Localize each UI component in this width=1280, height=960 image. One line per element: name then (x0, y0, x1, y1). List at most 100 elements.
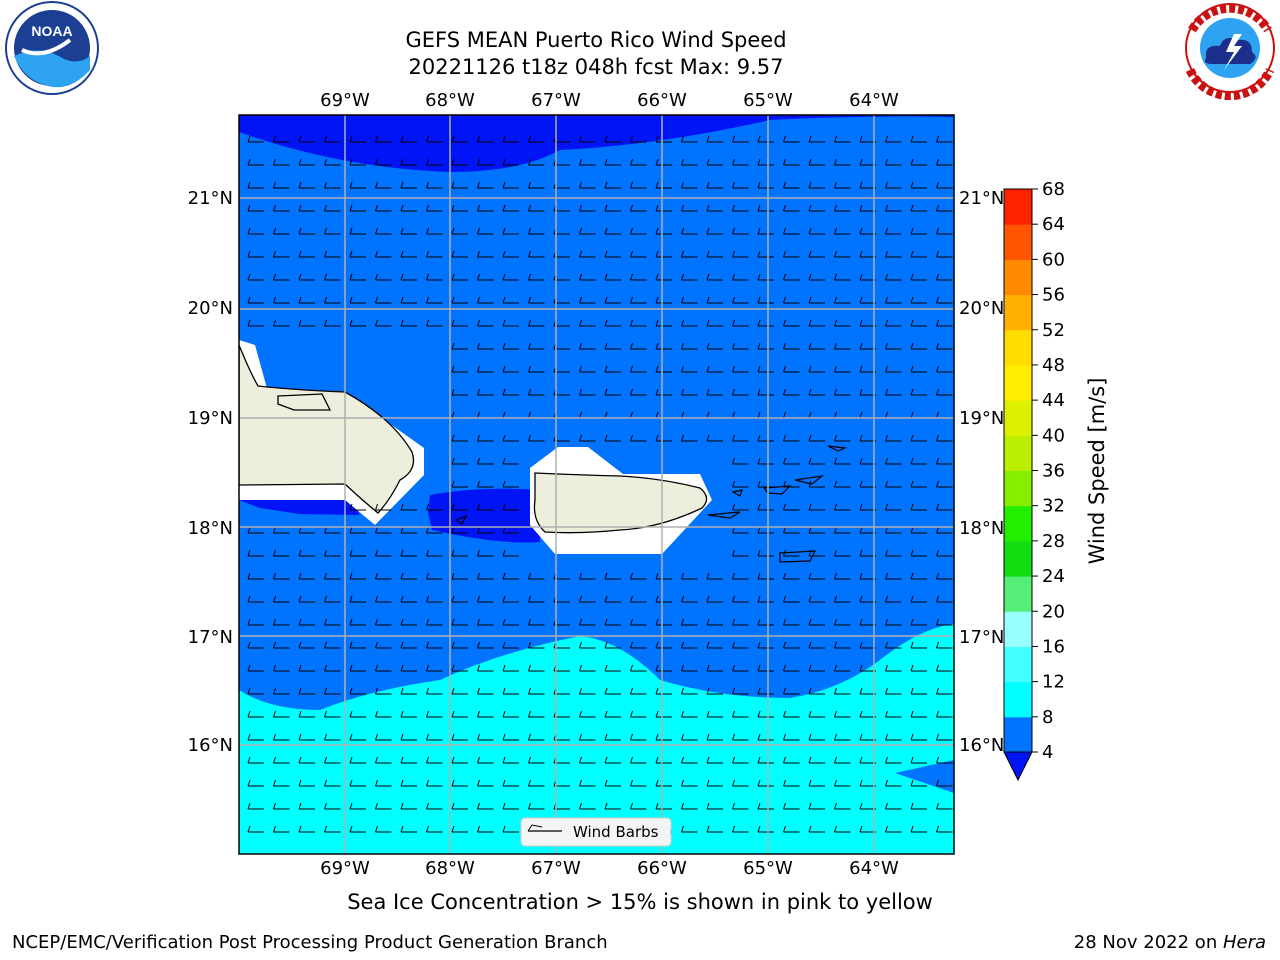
wind-barb (426, 641, 443, 649)
wind-barb (349, 802, 366, 810)
wind-barb (298, 204, 315, 212)
wind-barb (528, 388, 545, 396)
wind-barb (273, 733, 290, 741)
wind-barb (528, 779, 545, 787)
wind-barb (502, 802, 519, 810)
wind-barb (681, 733, 698, 741)
wind-barb (426, 319, 443, 327)
wind-barb (783, 710, 800, 718)
lon-label: 66°W (637, 858, 687, 879)
lat-label: 18°N (959, 518, 1004, 539)
wind-barb (426, 595, 443, 603)
wind-barb (936, 388, 953, 396)
wind-barb (273, 825, 290, 833)
wind-barb (910, 526, 927, 534)
wind-barb (400, 618, 417, 626)
wind-barb (528, 204, 545, 212)
wind-barb (885, 526, 902, 534)
wind-barb (885, 480, 902, 488)
wind-barb (349, 135, 366, 143)
wind-barb (630, 365, 647, 373)
wind-barb (681, 710, 698, 718)
wind-barb (298, 549, 315, 557)
wind-barb (528, 181, 545, 189)
wind-barb (400, 595, 417, 603)
wind-barb (502, 733, 519, 741)
wind-barb (400, 204, 417, 212)
colorbar-bin (1004, 646, 1032, 683)
wind-barb (808, 756, 825, 764)
wind-barb (298, 733, 315, 741)
wind-barb (706, 365, 723, 373)
wind-barb (885, 158, 902, 166)
chart-title: GEFS MEAN Puerto Rico Wind Speed (405, 28, 787, 52)
wind-barb (936, 434, 953, 442)
wind-barb (936, 503, 953, 511)
wind-barb (655, 181, 672, 189)
colorbar-tick-label: 4 (1042, 742, 1053, 763)
wind-barb (655, 342, 672, 350)
wind-barb (400, 503, 417, 511)
wind-barb (375, 319, 392, 327)
wind-barb (273, 756, 290, 764)
wind-barb (783, 618, 800, 626)
wind-barb (706, 227, 723, 235)
wind-barb (910, 457, 927, 465)
wind-barb (681, 227, 698, 235)
wind-barb (477, 434, 494, 442)
wind-barb (808, 802, 825, 810)
wind-barb (247, 641, 264, 649)
wind-barb (604, 618, 621, 626)
wind-barb (732, 204, 749, 212)
colorbar-bins (1004, 189, 1032, 753)
wind-barb (706, 825, 723, 833)
wind-barb (910, 158, 927, 166)
wind-barb (681, 365, 698, 373)
wind-barb (630, 250, 647, 258)
wind-barb (502, 388, 519, 396)
wind-barb (732, 388, 749, 396)
wind-barb (273, 710, 290, 718)
wind-barb (681, 802, 698, 810)
wind-barb (375, 296, 392, 304)
wind-barb (451, 457, 468, 465)
wind-barb (630, 595, 647, 603)
wind-barb (783, 319, 800, 327)
wind-barb (910, 503, 927, 511)
wind-barb (757, 158, 774, 166)
wind-barb (655, 158, 672, 166)
wind-barb (936, 779, 953, 787)
wind-barb (604, 273, 621, 281)
wind-barb (732, 181, 749, 189)
wind-barb (451, 434, 468, 442)
wind-barb (757, 825, 774, 833)
wind-barb (528, 733, 545, 741)
wind-barb (451, 710, 468, 718)
wind-barb (349, 250, 366, 258)
wind-barb (273, 319, 290, 327)
wind-barb (834, 825, 851, 833)
map-frame (238, 114, 955, 855)
wind-barb (477, 733, 494, 741)
wind-barb (298, 825, 315, 833)
colorbar-bin (1004, 364, 1032, 401)
wind-barb (885, 250, 902, 258)
wind-barb (324, 135, 341, 143)
lon-label: 66°W (637, 90, 687, 111)
wind-barb (451, 687, 468, 695)
wind-barb (528, 756, 545, 764)
wind-barb (579, 250, 596, 258)
wind-barb (324, 779, 341, 787)
wind-barb (324, 756, 341, 764)
wind-barb (757, 250, 774, 258)
wind-barb (706, 595, 723, 603)
wind-barb (808, 388, 825, 396)
wind-barb (502, 779, 519, 787)
wind-barb (732, 158, 749, 166)
wind-barb (400, 181, 417, 189)
wind-barb (477, 825, 494, 833)
colorbar-bin (1004, 505, 1032, 542)
wind-barb (681, 388, 698, 396)
wind-barb (426, 825, 443, 833)
wind-barb (834, 135, 851, 143)
